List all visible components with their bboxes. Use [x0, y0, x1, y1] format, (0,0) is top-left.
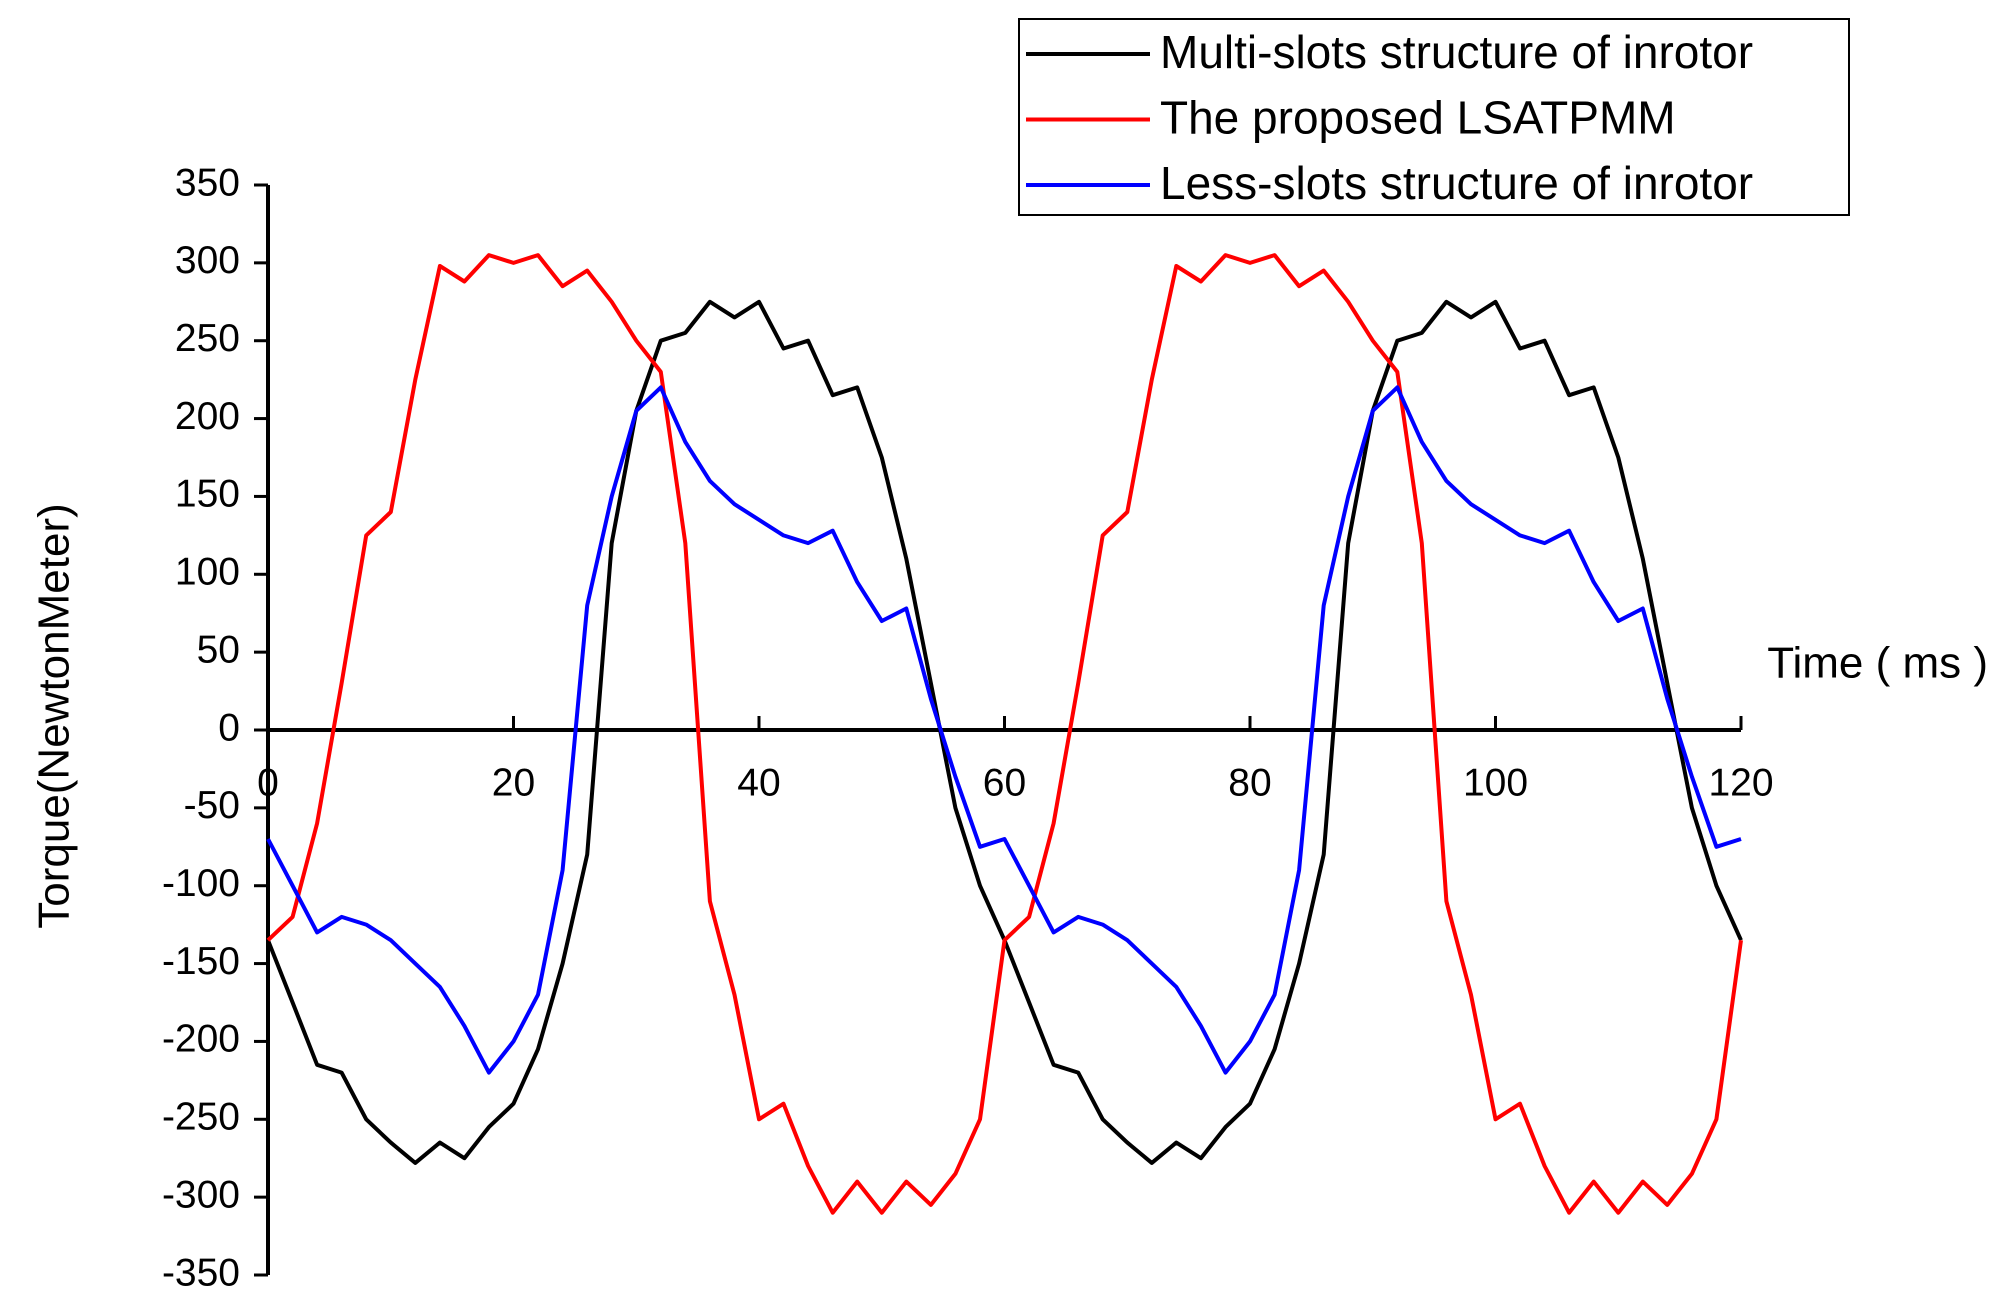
y-tick-label: -250 [162, 1096, 240, 1139]
legend-label: Multi-slots structure of inrotor [1160, 26, 1753, 78]
legend-label: Less-slots structure of inrotor [1160, 157, 1753, 209]
y-tick-label: -150 [162, 940, 240, 983]
x-tick-label: 40 [737, 761, 780, 804]
y-tick-label: -50 [184, 784, 240, 827]
y-tick-label: -350 [162, 1251, 240, 1294]
legend-box [1018, 18, 1850, 216]
y-tick-label: 300 [175, 239, 240, 282]
x-tick-label: 20 [492, 761, 535, 804]
x-tick-label: 100 [1463, 761, 1528, 804]
y-tick-label: -100 [162, 862, 240, 905]
series-line [266, 253, 1743, 1215]
legend-label: The proposed LSATPMM [1160, 92, 1676, 144]
y-tick-label: 250 [175, 317, 240, 360]
y-tick-label: 100 [175, 551, 240, 594]
y-tick-label: 50 [197, 628, 240, 671]
series-line [266, 299, 1743, 1165]
y-tick-label: 350 [175, 161, 240, 204]
x-tick-label: 80 [1228, 761, 1271, 804]
y-tick-label: -300 [162, 1173, 240, 1216]
y-tick-label: -200 [162, 1018, 240, 1061]
y-axis-label: Torque(NewtonMeter) [30, 503, 79, 929]
y-tick-label: 200 [175, 395, 240, 438]
x-tick-label: 120 [1708, 761, 1773, 804]
x-tick-label: 60 [983, 761, 1026, 804]
series-line [266, 385, 1742, 1075]
x-axis-label: Time ( ms ) [1767, 639, 1988, 688]
y-tick-label: 150 [175, 473, 240, 516]
y-tick-label: 0 [218, 706, 240, 749]
x-tick-label: 0 [257, 761, 279, 804]
